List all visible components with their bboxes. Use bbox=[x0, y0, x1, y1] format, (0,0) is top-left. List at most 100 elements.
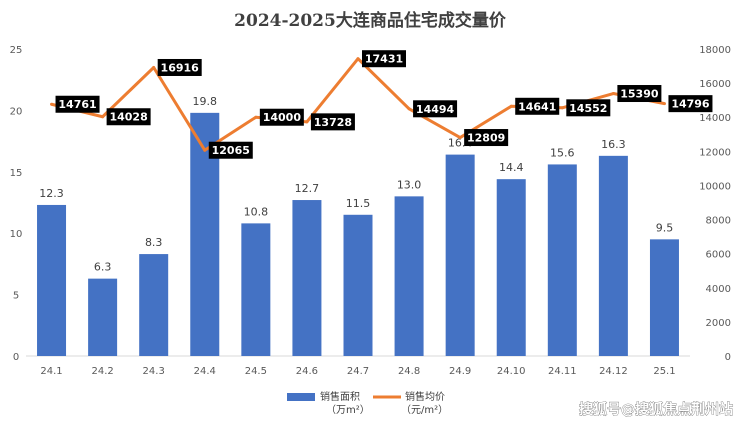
price-point bbox=[203, 148, 207, 152]
right-tick-label: 0 bbox=[725, 352, 731, 363]
price-point bbox=[101, 115, 105, 119]
left-tick-label: 10 bbox=[10, 229, 23, 240]
price-value-label: 16916 bbox=[161, 61, 200, 74]
bar bbox=[445, 154, 475, 356]
price-value-label: 12065 bbox=[212, 144, 250, 157]
bar bbox=[394, 196, 424, 356]
price-point bbox=[509, 104, 513, 108]
price-point bbox=[305, 120, 309, 124]
x-axis: 24.1 24.2 24.3 24.4 24.5 24.6 24.7 24.8 24.9 24.1… bbox=[40, 366, 675, 377]
right-tick-label: 14000 bbox=[699, 113, 731, 124]
bar bbox=[241, 223, 271, 356]
price-value-label: 15390 bbox=[620, 88, 659, 101]
left-tick-label: 15 bbox=[10, 168, 23, 179]
price-point bbox=[560, 106, 564, 110]
legend-label-price: 销售均价 bbox=[405, 390, 445, 403]
bar-value-label: 12.3 bbox=[39, 187, 64, 200]
x-tick-label: 25.1 bbox=[653, 366, 675, 377]
x-tick-label: 24.9 bbox=[449, 366, 471, 377]
x-tick-label: 24.11 bbox=[548, 366, 577, 377]
price-point bbox=[254, 115, 258, 119]
price-value-label: 17431 bbox=[365, 53, 403, 66]
price-point bbox=[611, 92, 615, 96]
bar-value-label: 8.3 bbox=[145, 236, 163, 249]
legend-label-area: 销售面积 bbox=[320, 390, 360, 403]
x-tick-label: 24.8 bbox=[398, 366, 420, 377]
price-point bbox=[458, 136, 462, 140]
bar-value-label: 13.0 bbox=[397, 178, 422, 191]
bar-value-label: 16.3 bbox=[601, 138, 626, 151]
price-label-box bbox=[566, 99, 611, 117]
x-tick-label: 24.5 bbox=[245, 366, 267, 377]
line-series-price bbox=[50, 57, 666, 152]
x-tick-label: 24.4 bbox=[194, 366, 216, 377]
price-label-box bbox=[515, 97, 560, 115]
price-value-label: 14761 bbox=[58, 98, 96, 111]
left-tick-label: 25 bbox=[10, 45, 23, 56]
right-tick-label: 8000 bbox=[706, 216, 731, 227]
bar bbox=[139, 254, 169, 356]
left-axis: 0 5 10 15 20 25 bbox=[10, 45, 23, 363]
left-tick-label: 5 bbox=[13, 291, 19, 302]
price-label-box bbox=[259, 108, 304, 126]
watermark-text: 搜狐号@搜狐焦点荆州站 bbox=[579, 401, 733, 418]
bar bbox=[547, 164, 577, 356]
price-value-label: 14028 bbox=[109, 111, 147, 124]
bar bbox=[343, 214, 373, 356]
price-value-label: 14494 bbox=[416, 103, 455, 116]
x-tick-label: 24.12 bbox=[599, 366, 628, 377]
right-tick-label: 10000 bbox=[699, 181, 731, 192]
price-label-box bbox=[464, 129, 509, 147]
price-label-box bbox=[157, 58, 202, 76]
bar-labels: 12.36.38.319.810.812.711.513.016.414.415… bbox=[39, 95, 673, 274]
bar bbox=[292, 200, 322, 356]
legend-unit-price: （元/m²） bbox=[401, 404, 448, 416]
left-tick-label: 0 bbox=[13, 352, 19, 363]
chart-title: 2024-2025大连商品住宅成交量价 bbox=[234, 10, 507, 31]
bar-value-label: 10.8 bbox=[244, 205, 269, 218]
bar-value-label: 11.5 bbox=[346, 197, 371, 210]
bar-value-label: 19.8 bbox=[193, 95, 218, 108]
price-label-box bbox=[362, 50, 406, 68]
bar-value-label: 14.4 bbox=[499, 161, 524, 174]
price-point bbox=[152, 65, 156, 69]
legend-unit-area: （万m²） bbox=[326, 404, 370, 416]
bar-series-area bbox=[37, 112, 679, 356]
x-tick-label: 24.1 bbox=[40, 366, 62, 377]
price-label-box bbox=[668, 95, 713, 113]
right-axis: 0 2000 4000 6000 8000 10000 12000 14000 16000 180… bbox=[699, 45, 731, 363]
bar bbox=[598, 155, 628, 356]
left-tick-label: 20 bbox=[10, 106, 23, 117]
price-label-box bbox=[310, 113, 355, 131]
legend-swatch-area bbox=[287, 393, 315, 401]
price-label-box bbox=[208, 141, 253, 159]
x-tick-label: 24.10 bbox=[497, 366, 526, 377]
price-point bbox=[407, 107, 411, 111]
bar-value-label: 12.7 bbox=[295, 182, 320, 195]
price-label-box bbox=[617, 85, 662, 103]
price-point bbox=[662, 102, 666, 106]
bar bbox=[496, 179, 526, 356]
right-tick-label: 12000 bbox=[699, 147, 731, 158]
right-tick-label: 6000 bbox=[706, 250, 731, 261]
price-value-label: 14000 bbox=[263, 111, 302, 124]
x-tick-label: 24.6 bbox=[296, 366, 318, 377]
price-point bbox=[356, 57, 360, 61]
price-label-box bbox=[55, 95, 100, 113]
bar bbox=[88, 278, 118, 356]
bar bbox=[37, 204, 67, 356]
x-tick-label: 24.3 bbox=[143, 366, 165, 377]
price-label-box bbox=[413, 100, 458, 118]
right-tick-label: 4000 bbox=[706, 284, 731, 295]
price-value-label: 12809 bbox=[467, 132, 505, 145]
right-tick-label: 18000 bbox=[699, 45, 731, 56]
price-value-label: 13728 bbox=[314, 116, 352, 129]
price-point bbox=[50, 102, 54, 106]
right-tick-label: 2000 bbox=[706, 318, 731, 329]
price-value-label: 14641 bbox=[518, 100, 556, 113]
x-tick-label: 24.7 bbox=[347, 366, 369, 377]
bar-value-label: 9.5 bbox=[656, 221, 674, 234]
legend: 销售面积 （万m²） 销售均价 （元/m²） bbox=[287, 390, 448, 416]
right-tick-label: 16000 bbox=[699, 79, 731, 90]
bar-value-label: 6.3 bbox=[94, 261, 112, 274]
